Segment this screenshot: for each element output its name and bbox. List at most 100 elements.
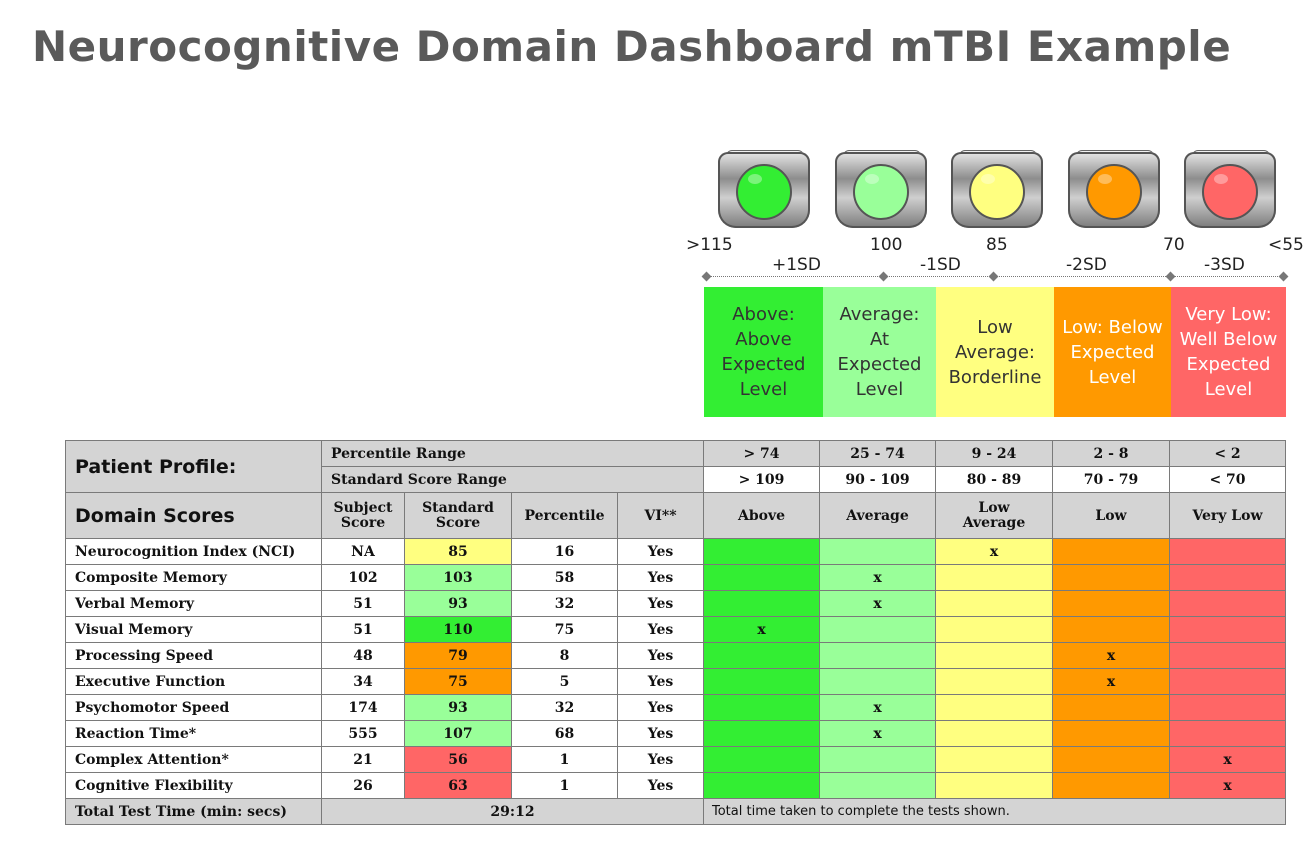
col-vi: VI** bbox=[617, 492, 704, 539]
band-cell-low bbox=[1052, 772, 1170, 799]
band-cell-low bbox=[1052, 720, 1170, 747]
col-low: Low bbox=[1052, 492, 1170, 539]
band-cell-low bbox=[1052, 694, 1170, 721]
vi-value: Yes bbox=[617, 772, 704, 799]
band-cell-low bbox=[1052, 746, 1170, 773]
band-cell-average: x bbox=[819, 720, 936, 747]
scale-value-70: 70 bbox=[1163, 235, 1185, 255]
patient-profile-label: Patient Profile: bbox=[65, 440, 322, 493]
light-green-traffic-light-icon bbox=[835, 150, 927, 228]
percentile: 32 bbox=[511, 590, 618, 617]
band-cell-low-average bbox=[935, 616, 1053, 643]
band-cell-very-low bbox=[1169, 642, 1286, 669]
subject-score: 51 bbox=[321, 590, 405, 617]
page-title: Neurocognitive Domain Dashboard mTBI Exa… bbox=[32, 22, 1232, 71]
band-cell-low-average bbox=[935, 642, 1053, 669]
scale-sd-minus2: -2SD bbox=[1066, 255, 1107, 275]
vi-value: Yes bbox=[617, 564, 704, 591]
band-cell-above: x bbox=[703, 616, 820, 643]
scale-sd-minus1: -1SD bbox=[920, 255, 961, 275]
subject-score: 26 bbox=[321, 772, 405, 799]
domain-name: Visual Memory bbox=[65, 616, 322, 643]
band-cell-very-low bbox=[1169, 616, 1286, 643]
percentile: 8 bbox=[511, 642, 618, 669]
standard-score: 93 bbox=[404, 590, 512, 617]
table-row: Neurocognition Index (NCI) NA 85 16 Yes x bbox=[65, 538, 1286, 565]
orange-traffic-light-icon bbox=[1068, 150, 1160, 228]
band-cell-very-low: x bbox=[1169, 746, 1286, 773]
table-row: Verbal Memory 51 93 32 Yes x bbox=[65, 590, 1286, 617]
table-row: Psychomotor Speed 174 93 32 Yes x bbox=[65, 694, 1286, 721]
standard-range-cell: > 109 bbox=[703, 466, 820, 493]
band-cell-very-low bbox=[1169, 538, 1286, 565]
band-low: Low: Below Expected Level bbox=[1054, 287, 1171, 417]
vi-value: Yes bbox=[617, 642, 704, 669]
band-cell-low-average bbox=[935, 564, 1053, 591]
band-cell-low-average: x bbox=[935, 538, 1053, 565]
band-cell-very-low bbox=[1169, 720, 1286, 747]
domain-name: Verbal Memory bbox=[65, 590, 322, 617]
band-cell-low-average bbox=[935, 772, 1053, 799]
vi-value: Yes bbox=[617, 694, 704, 721]
domain-name: Psychomotor Speed bbox=[65, 694, 322, 721]
standard-score: 110 bbox=[404, 616, 512, 643]
percentile: 68 bbox=[511, 720, 618, 747]
scale-value-85: 85 bbox=[986, 235, 1008, 255]
band-cell-average bbox=[819, 668, 936, 695]
percentile: 32 bbox=[511, 694, 618, 721]
band-cell-above bbox=[703, 746, 820, 773]
subject-score: 48 bbox=[321, 642, 405, 669]
band-cell-low-average bbox=[935, 694, 1053, 721]
band-cell-low-average bbox=[935, 668, 1053, 695]
band-cell-above bbox=[703, 694, 820, 721]
standard-range-cell: < 70 bbox=[1169, 466, 1286, 493]
band-cell-average: x bbox=[819, 564, 936, 591]
percentile-range-cell: > 74 bbox=[703, 440, 820, 467]
total-test-time-label: Total Test Time (min: secs) bbox=[65, 798, 322, 825]
percentile: 16 bbox=[511, 538, 618, 565]
band-cell-average: x bbox=[819, 590, 936, 617]
subject-score: 174 bbox=[321, 694, 405, 721]
band-cell-low-average bbox=[935, 746, 1053, 773]
table-row: Composite Memory 102 103 58 Yes x bbox=[65, 564, 1286, 591]
band-cell-low bbox=[1052, 616, 1170, 643]
percentile: 75 bbox=[511, 616, 618, 643]
band-cell-average bbox=[819, 616, 936, 643]
band-cell-low: x bbox=[1052, 642, 1170, 669]
domain-name: Neurocognition Index (NCI) bbox=[65, 538, 322, 565]
percentile: 58 bbox=[511, 564, 618, 591]
subject-score: NA bbox=[321, 538, 405, 565]
scale-value-115: >115 bbox=[686, 235, 733, 255]
percentile-range-label: Percentile Range bbox=[321, 440, 704, 467]
standard-score: 93 bbox=[404, 694, 512, 721]
band-cell-low: x bbox=[1052, 668, 1170, 695]
scale-sd-plus1: +1SD bbox=[772, 255, 821, 275]
band-cell-average bbox=[819, 642, 936, 669]
band-cell-low-average bbox=[935, 720, 1053, 747]
vi-value: Yes bbox=[617, 746, 704, 773]
band-cell-very-low bbox=[1169, 564, 1286, 591]
col-very-low: Very Low bbox=[1169, 492, 1286, 539]
vi-value: Yes bbox=[617, 590, 704, 617]
standard-range-cell: 90 - 109 bbox=[819, 466, 936, 493]
band-cell-above bbox=[703, 668, 820, 695]
standard-score: 107 bbox=[404, 720, 512, 747]
vi-value: Yes bbox=[617, 538, 704, 565]
band-cell-above bbox=[703, 772, 820, 799]
band-cell-very-low bbox=[1169, 668, 1286, 695]
col-subject-score: Subject Score bbox=[321, 492, 405, 539]
percentile: 5 bbox=[511, 668, 618, 695]
band-cell-very-low: x bbox=[1169, 772, 1286, 799]
subject-score: 21 bbox=[321, 746, 405, 773]
vi-value: Yes bbox=[617, 616, 704, 643]
percentile-range-cell: 25 - 74 bbox=[819, 440, 936, 467]
standard-score: 103 bbox=[404, 564, 512, 591]
scale-sd-minus3: -3SD bbox=[1204, 255, 1245, 275]
band-cell-average bbox=[819, 746, 936, 773]
col-low-average: Low Average bbox=[935, 492, 1053, 539]
standard-score: 75 bbox=[404, 668, 512, 695]
band-cell-low bbox=[1052, 590, 1170, 617]
band-cell-average bbox=[819, 772, 936, 799]
table-row: Cognitive Flexibility 26 63 1 Yes x bbox=[65, 772, 1286, 799]
total-test-time-note: Total time taken to complete the tests s… bbox=[703, 798, 1286, 825]
